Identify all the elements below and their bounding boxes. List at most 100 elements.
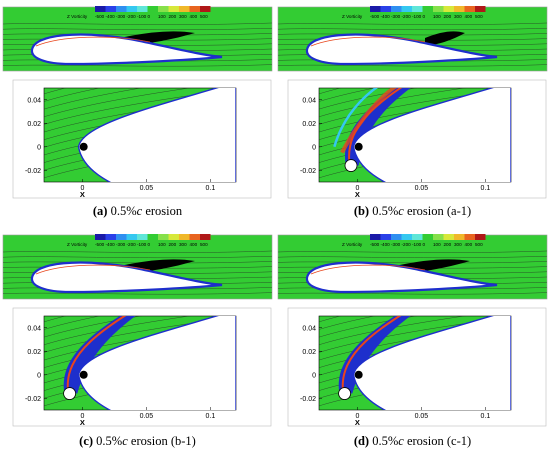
legend-swatch: [179, 234, 190, 240]
legend-title: Z Vorticity: [342, 242, 363, 247]
legend-level: 0: [423, 242, 426, 247]
legend-level: 300: [179, 242, 187, 247]
legend-swatch: [147, 234, 158, 240]
legend-swatch: [95, 6, 106, 12]
legend-level: 500: [475, 14, 483, 19]
legend-level: -300: [116, 242, 126, 247]
legend-swatch: [401, 6, 412, 12]
shear-layer: [35, 36, 151, 47]
legend-swatch: [443, 6, 454, 12]
streamline: [44, 316, 101, 330]
legend-swatch: [464, 6, 475, 12]
y-tick-label: 0.02: [302, 349, 316, 356]
legend-level: -200: [127, 14, 137, 19]
legend-level: 100: [433, 14, 441, 19]
caption-a-text: 0.5%: [107, 204, 137, 218]
airfoil-body: [352, 316, 511, 410]
legend-level: -200: [402, 14, 412, 19]
y-tick-label: -0.02: [25, 396, 41, 403]
y-tick-label: 0: [37, 144, 41, 151]
legend-swatch: [158, 234, 169, 240]
legend-level: 0: [148, 242, 151, 247]
legend-swatch: [200, 234, 211, 240]
x-tick-label: 0.1: [481, 413, 491, 420]
y-tick-label: -0.02: [25, 168, 41, 175]
caption-c-letter: (c): [79, 434, 94, 448]
erosion-particle: [338, 387, 351, 400]
caption-a-letter: (a): [92, 204, 108, 218]
streamline: [277, 28, 548, 30]
streamline: [2, 33, 273, 36]
legend-level: 500: [200, 14, 208, 19]
legend-swatch: [95, 234, 106, 240]
legend-swatch: [380, 234, 391, 240]
caption-b-var: c: [398, 204, 404, 218]
caption-a-var: c: [136, 204, 143, 218]
legend-level: 300: [454, 242, 462, 247]
streamline: [319, 316, 342, 323]
x-tick-label: 0.05: [415, 413, 429, 420]
legend-level: -400: [106, 14, 116, 19]
airfoil-overview: Z Vorticity -500 -400 -300 -200 -100 0 100 200 30…: [277, 234, 548, 300]
y-tick-label: 0: [37, 372, 41, 379]
legend-level: -100: [412, 14, 422, 19]
streamline: [2, 64, 273, 67]
panel-d-figure: Z Vorticity -500 -400 -300 -200 -100 0 100 200 30…: [277, 234, 548, 427]
legend-level: 200: [444, 242, 452, 247]
legend-swatch: [147, 6, 158, 12]
legend-swatch: [391, 6, 402, 12]
legend-level: -100: [137, 242, 147, 247]
legend-swatch: [433, 234, 444, 240]
streamline: [2, 292, 273, 295]
legend-swatch: [116, 234, 127, 240]
x-tick-label: 0: [80, 413, 84, 420]
legend-swatch: [433, 6, 444, 12]
caption-a-tail: erosion: [142, 204, 183, 218]
legend-level: 100: [158, 242, 166, 247]
x-tick-label: 0.1: [206, 185, 216, 192]
legend-level: -300: [116, 14, 126, 19]
streamline: [44, 88, 67, 95]
x-axis-label: X: [355, 418, 360, 427]
x-tick-label: 0.1: [206, 413, 216, 420]
streamline: [277, 256, 548, 258]
x-tick-label: 0.05: [140, 413, 154, 420]
legend-swatch: [370, 234, 381, 240]
streamline: [277, 261, 548, 264]
y-tick-label: 0.04: [27, 325, 41, 332]
leading-edge-plot: 0 0.05 0.1 0.04 0.02 0 -0.02 X: [12, 307, 272, 427]
airfoil-overview: Z Vorticity -500 -400 -300 -200 -100 0 100 200 30…: [2, 234, 273, 300]
x-axis-label: X: [80, 190, 85, 199]
y-tick-label: 0.02: [27, 349, 41, 356]
legend-level: 0: [148, 14, 151, 19]
streamline: [277, 33, 548, 36]
legend-level: -500: [370, 242, 380, 247]
legend-swatch: [370, 6, 381, 12]
erosion-pit: [354, 370, 363, 379]
legend-swatch: [105, 6, 116, 12]
y-tick-label: 0.02: [27, 121, 41, 128]
legend-level: -400: [106, 242, 116, 247]
panel-d: Z Vorticity -500 -400 -300 -200 -100 0 100 200 30…: [275, 228, 550, 428]
legend-swatch: [179, 6, 190, 12]
y-tick-label: -0.02: [300, 168, 316, 175]
legend-swatch: [412, 6, 423, 12]
legend-level: 400: [465, 14, 473, 19]
caption-c-tail: erosion (b-1): [127, 434, 196, 448]
legend-level: -500: [95, 242, 105, 247]
legend-level: 400: [190, 14, 198, 19]
vorticity-legend: Z Vorticity -500 -400 -300 -200 -100 0 100 200 30…: [67, 234, 211, 247]
legend-level: -200: [127, 242, 137, 247]
legend-swatch: [137, 234, 148, 240]
x-tick-label: 0: [80, 185, 84, 192]
vorticity-legend: Z Vorticity -500 -400 -300 -200 -100 0 100 200 30…: [67, 6, 211, 19]
shear-layer: [310, 264, 426, 275]
legend-title: Z Vorticity: [67, 14, 88, 19]
legend-level: -400: [381, 14, 391, 19]
legend-level: 300: [454, 14, 462, 19]
caption-d-var: c: [398, 434, 404, 448]
legend-level: 400: [465, 242, 473, 247]
legend-level: 300: [179, 14, 187, 19]
airfoil-shape: [305, 33, 498, 66]
x-axis-label: X: [355, 190, 360, 199]
